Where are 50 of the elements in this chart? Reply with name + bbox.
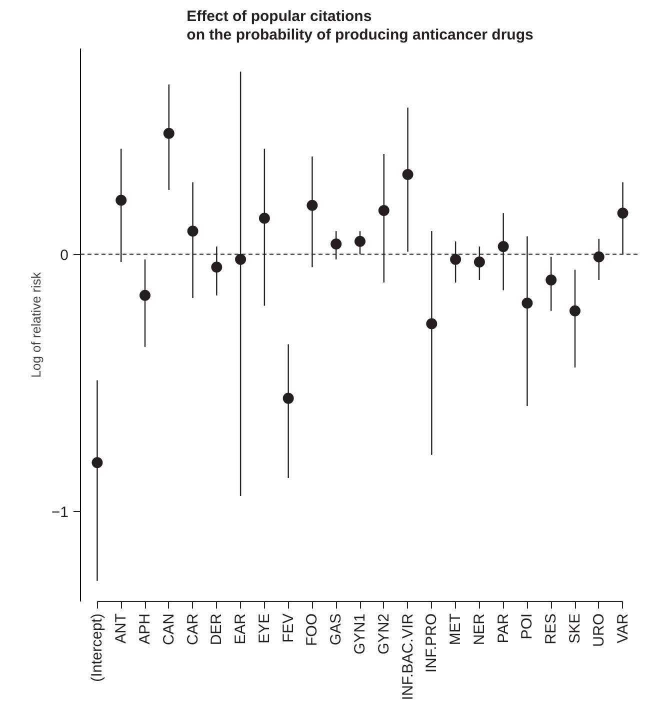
x-tick-label: POI [518, 613, 536, 640]
point [116, 194, 127, 206]
x-tick-label: (Intercept) [88, 613, 106, 682]
x-tick-label: GAS [328, 613, 345, 646]
point [402, 169, 414, 180]
x-tick-label: URO [590, 613, 608, 647]
x-tick-label: DER [208, 613, 226, 646]
point [378, 205, 390, 216]
point [140, 290, 150, 301]
x-tick-label: INF.PRO [423, 613, 440, 673]
point [163, 128, 174, 139]
chart-title: Effect of popular citations on the probability of producing anticancer drugs [186, 8, 534, 44]
x-tick-label: CAN [160, 614, 178, 646]
x-tick-label: PAR [494, 613, 512, 644]
x-tick-label: INF.BAC.VIR [399, 613, 416, 700]
y-axis-title: Log of relative risk [28, 272, 44, 378]
x-tick-label: GYN1 [352, 613, 368, 654]
x-tick-label: NER [470, 613, 488, 646]
point [211, 262, 222, 273]
point [450, 254, 462, 265]
point [306, 200, 318, 211]
y-tick-label: −1 [51, 504, 69, 521]
point [474, 256, 485, 268]
x-tick-label: EYE [256, 614, 273, 644]
x-tick-label: APH [136, 614, 154, 644]
x-tick-label: VAR [614, 613, 632, 644]
point [354, 236, 366, 247]
point [426, 318, 438, 330]
point [522, 298, 533, 309]
point [498, 241, 509, 252]
point [546, 274, 557, 286]
point [92, 457, 103, 468]
point [617, 208, 628, 219]
x-tick-label: SKE [566, 614, 584, 644]
point [282, 392, 294, 404]
x-tick-label: FOO [304, 614, 321, 646]
x-tick-label: EAR [232, 613, 250, 644]
x-tick-label: GYN2 [375, 613, 392, 654]
x-tick-label: FEV [280, 613, 297, 643]
point [187, 226, 198, 237]
point [330, 238, 342, 250]
point [235, 254, 246, 265]
x-tick-label: ANT [112, 614, 130, 644]
y-tick-label: 0 [60, 246, 68, 264]
point [593, 251, 604, 262]
x-tick-label: CAR [184, 613, 202, 646]
x-tick-label: RES [542, 614, 560, 644]
point [570, 305, 580, 316]
point [258, 212, 270, 224]
x-tick-label: MET [447, 613, 464, 646]
